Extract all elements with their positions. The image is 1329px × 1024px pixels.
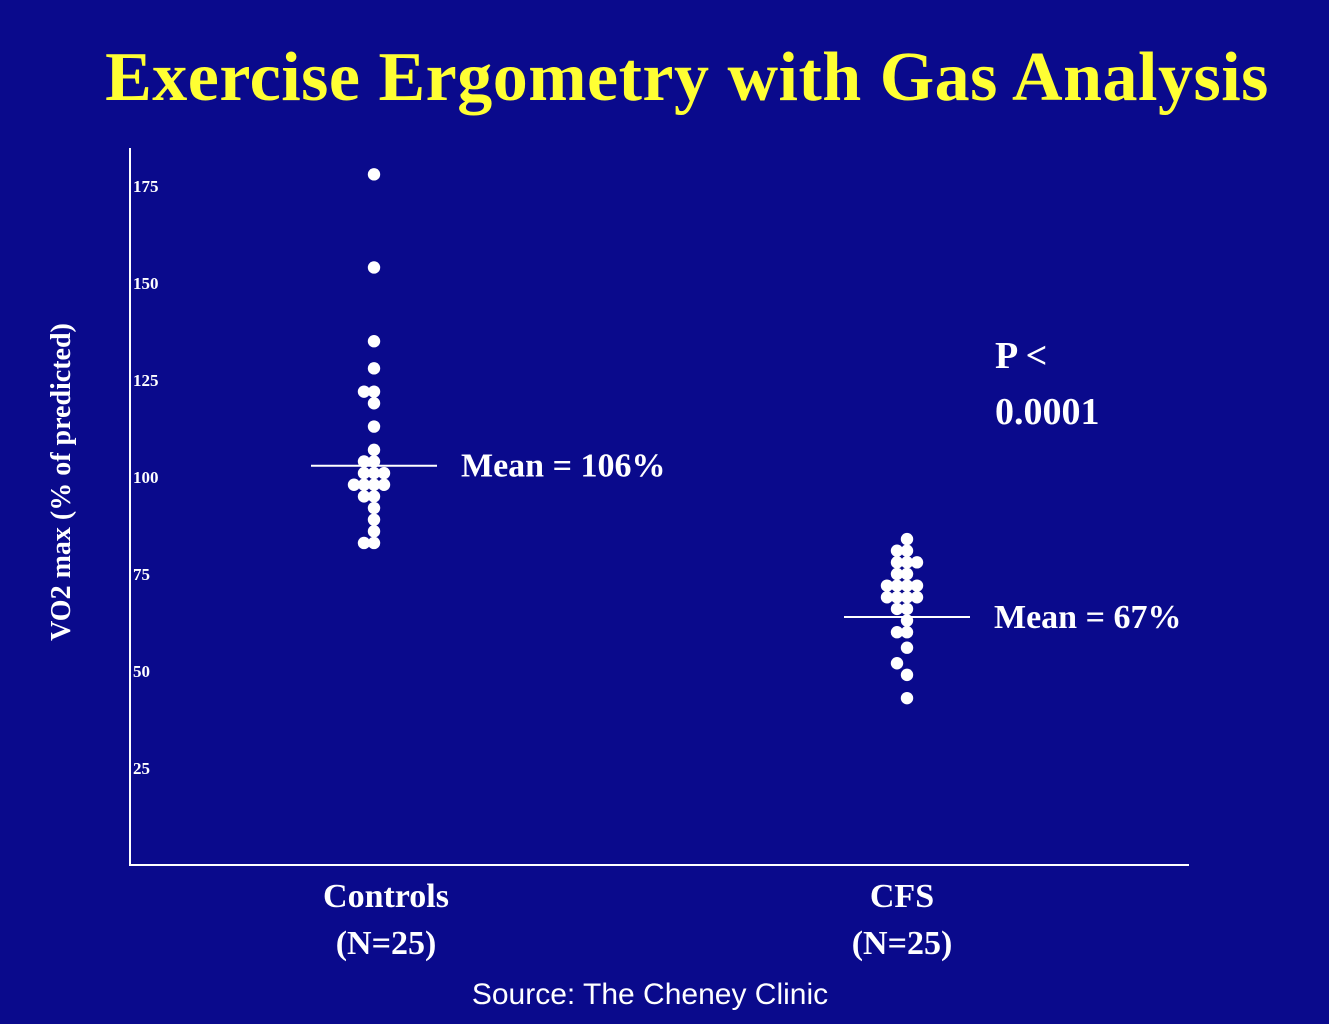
y-tick-label: 100 [133, 468, 159, 487]
source-credit: Source: The Cheney Clinic [471, 978, 829, 1011]
data-point [880, 591, 894, 604]
data-point [910, 556, 924, 569]
data-point [367, 420, 381, 433]
y-tick-label: 125 [133, 371, 159, 390]
y-tick-label: 175 [133, 177, 159, 196]
data-point [900, 691, 914, 705]
data-point [367, 168, 381, 181]
data-point [377, 466, 391, 480]
data-point [367, 536, 381, 550]
y-tick-label: 75 [133, 565, 150, 584]
y-tick-label: 150 [133, 274, 159, 293]
data-point [900, 641, 914, 654]
category-n-label: (N=25) [852, 925, 953, 962]
data-point [367, 261, 381, 274]
data-point [890, 579, 904, 592]
y-axis-title: VO2 max (% of predicted) [46, 323, 77, 641]
data-point [910, 579, 924, 592]
data-point [367, 490, 381, 503]
data-point [890, 544, 904, 557]
data-point [357, 490, 371, 503]
data-point [890, 626, 904, 639]
data-point [890, 567, 904, 581]
data-point [347, 478, 361, 491]
category-n-label: (N=25) [336, 925, 437, 962]
data-point [900, 668, 914, 682]
data-point [367, 335, 381, 348]
data-point [367, 362, 381, 375]
category-label: Controls [323, 878, 449, 915]
data-point [367, 466, 381, 480]
data-point [890, 591, 904, 604]
data-point [900, 567, 914, 581]
data-point [367, 385, 381, 398]
data-point [357, 385, 371, 398]
data-point [890, 657, 904, 670]
y-tick-label: 25 [133, 759, 150, 778]
category-label: CFS [870, 878, 934, 915]
data-point [900, 544, 914, 557]
mean-label: Mean = 106% [461, 448, 665, 485]
p-value-line2: 0.0001 [995, 391, 1100, 433]
data-point [357, 536, 371, 550]
y-tick-labels: 25 50 75 100 125 150 175 [133, 177, 159, 778]
data-point [367, 478, 381, 491]
data-point [367, 397, 381, 410]
data-point [880, 579, 894, 592]
p-value-line1: P < [995, 335, 1047, 377]
data-point [900, 556, 914, 569]
data-point [890, 556, 904, 569]
axes [129, 148, 1189, 866]
category-labels: Controls (N=25) CFS (N=25) [323, 878, 952, 962]
y-tick-label: 50 [133, 662, 150, 681]
data-point [357, 478, 371, 491]
data-point [367, 501, 381, 515]
data-point [890, 602, 904, 616]
data-point [900, 626, 914, 639]
data-point [900, 591, 914, 604]
data-point [367, 525, 381, 538]
data-points [347, 168, 924, 705]
data-point [367, 455, 381, 468]
data-point [357, 466, 371, 480]
data-point [377, 478, 391, 491]
data-point [367, 443, 381, 457]
mean-label: Mean = 67% [994, 599, 1181, 636]
mean-lines: Mean = 106% Mean = 67% [311, 448, 1181, 636]
data-point [910, 591, 924, 604]
slide-title: Exercise Ergometry with Gas Analysis [105, 39, 1269, 116]
data-point [357, 455, 371, 468]
data-point [900, 602, 914, 616]
data-point [900, 579, 914, 592]
data-point [367, 513, 381, 526]
data-point [900, 532, 914, 546]
